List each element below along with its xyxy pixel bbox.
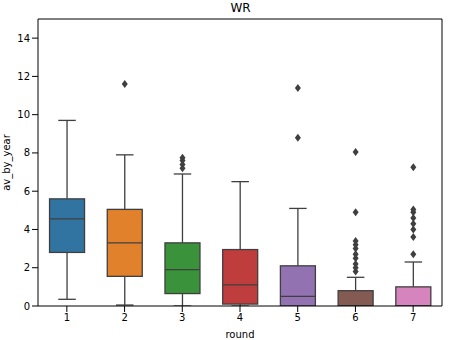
svg-text:7: 7: [410, 312, 416, 323]
svg-text:2: 2: [121, 312, 127, 323]
svg-text:12: 12: [17, 71, 30, 82]
svg-text:10: 10: [17, 109, 30, 120]
svg-text:5: 5: [295, 312, 301, 323]
svg-text:round: round: [225, 329, 254, 340]
svg-text:6: 6: [24, 186, 30, 197]
svg-text:4: 4: [237, 312, 243, 323]
svg-text:2: 2: [24, 262, 30, 273]
svg-text:3: 3: [179, 312, 185, 323]
svg-text:6: 6: [352, 312, 358, 323]
svg-text:14: 14: [17, 33, 30, 44]
svg-text:av_by_year: av_by_year: [8, 133, 13, 191]
svg-text:0: 0: [24, 301, 30, 312]
html-text:WR: WR: [230, 1, 251, 15]
svg-text:8: 8: [24, 147, 30, 158]
svg-text:1: 1: [64, 312, 70, 323]
svg-text:4: 4: [24, 224, 30, 235]
